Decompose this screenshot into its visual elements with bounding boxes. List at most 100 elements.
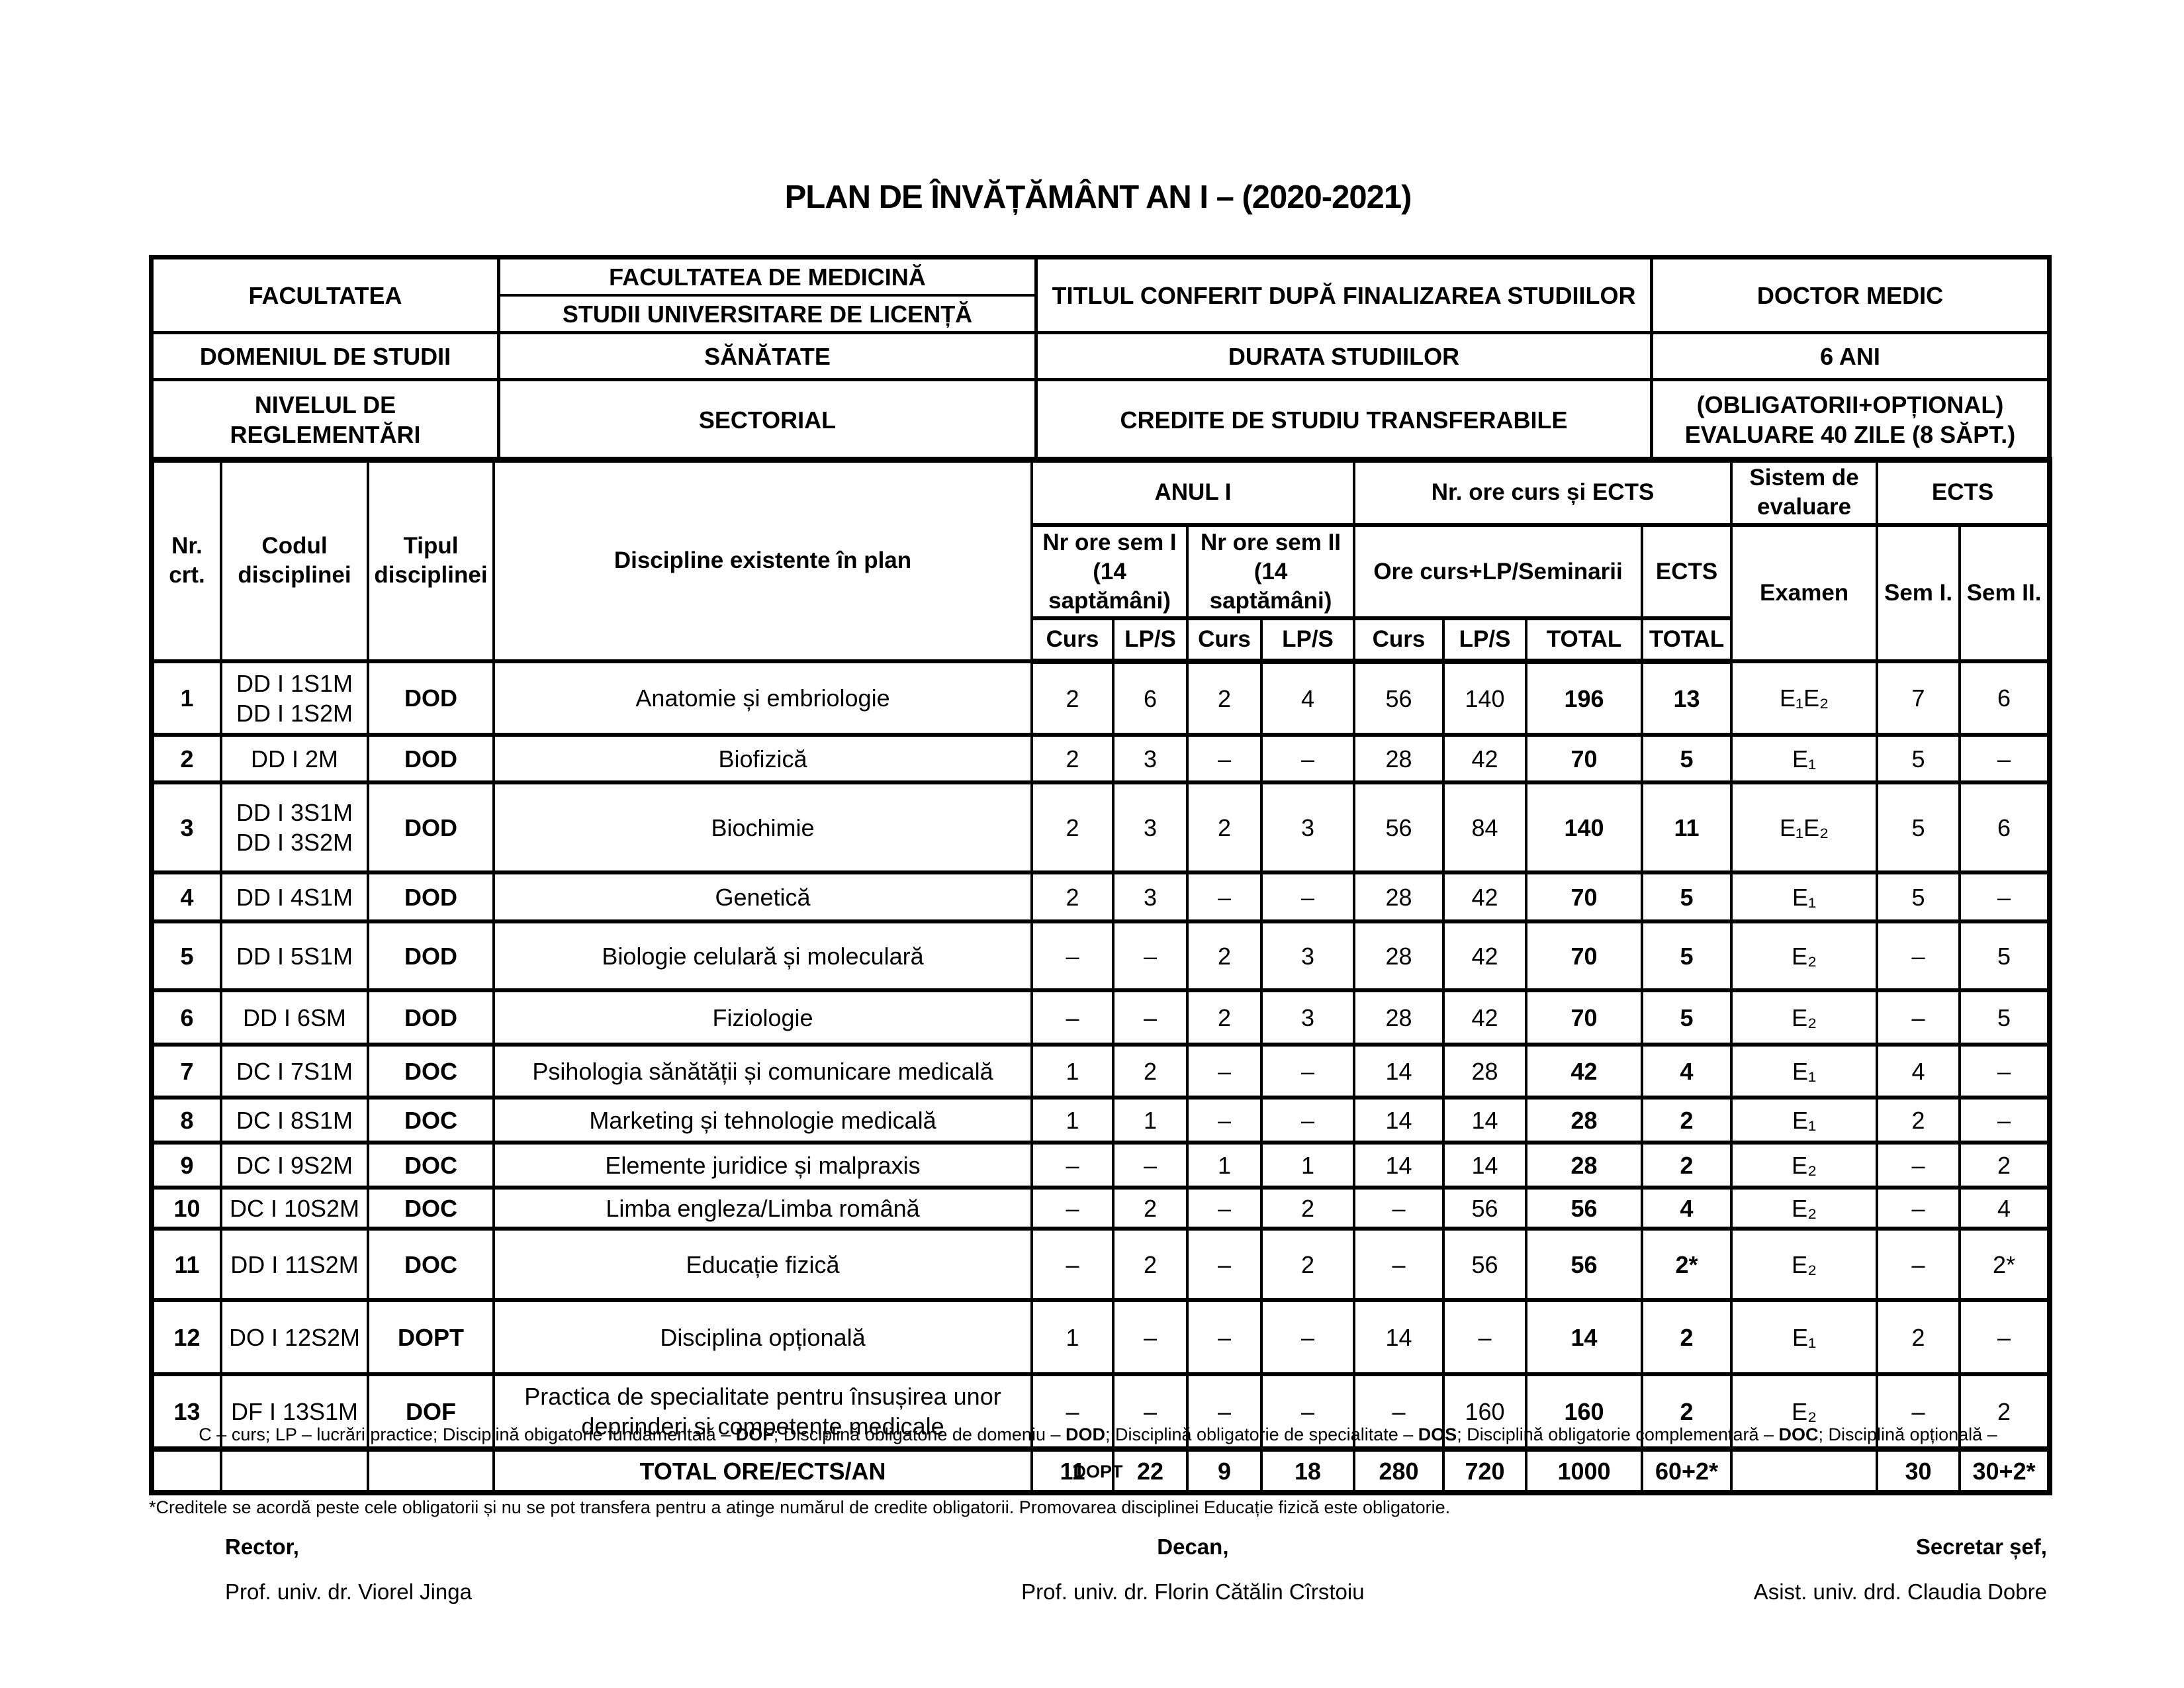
sem2-lps-hours: – (1259, 1096, 1356, 1145)
course-name: Limba engleza/Limba română (492, 1186, 1033, 1231)
ects-sem2: – (1958, 870, 2052, 924)
sem2-curs-hours: – (1186, 1096, 1263, 1145)
sem1-curs-hours: 2 (1030, 870, 1115, 924)
info-value-facultatea-top: FACULTATEA DE MEDICINĂ (500, 259, 1034, 297)
row-number: 13 (150, 1372, 222, 1452)
course-name: Elemente juridice și malpraxis (492, 1141, 1033, 1190)
total-lps-hours: 14 (1442, 1096, 1528, 1145)
header-sem1: Nr ore sem I (14 saptămâni) (1030, 522, 1189, 621)
footnote-segment: C – curs; LP – lucrări practice; Discipl… (199, 1425, 736, 1444)
course-row: 2 DD I 2M DOD Biofizică 2 3– –28 42 70 5 E₁ 5– (150, 733, 2052, 785)
total-curs-hours: 14 (1353, 1043, 1445, 1100)
course-name: Practica de specialitate pentru însușire… (492, 1372, 1033, 1452)
total-hours: 196 (1525, 659, 1644, 737)
sem1-lps-hours: 3 (1112, 780, 1189, 875)
row-number: 3 (150, 780, 222, 875)
total-curs-hours: 14 (1353, 1096, 1445, 1145)
totals-sem1-curs: 11 (1030, 1446, 1115, 1495)
ects-sem1: 2 (1876, 1096, 1962, 1145)
sem2-lps-hours: 3 (1259, 988, 1356, 1047)
sem2-curs-hours: – (1186, 1372, 1263, 1452)
sem1-curs-hours: 1 (1030, 1096, 1115, 1145)
course-name: Biofizică (492, 733, 1033, 785)
course-row: 6 DD I 6SM DOD Fiziologie – –2 3 28 42 70 5 E₂ –5 (150, 988, 2052, 1047)
total-hours: 140 (1525, 780, 1644, 875)
footnote-segment: DOF (735, 1425, 774, 1444)
course-type: DOD (367, 919, 495, 993)
sem2-curs-hours: – (1186, 1227, 1263, 1303)
exam-type: E₂ (1730, 1141, 1879, 1190)
course-name: Biochimie (492, 780, 1033, 875)
totals-ects-sem2: 30+2* (1958, 1446, 2052, 1495)
footnote-segment: DOC (1778, 1425, 1819, 1444)
course-name: Disciplina opțională (492, 1298, 1033, 1377)
course-code: DD I 1S1M DD I 1S2M (220, 659, 369, 737)
ects-total: 5 (1641, 733, 1733, 785)
sem2-lps-hours: 2 (1259, 1227, 1356, 1303)
header-course-name: Discipline existente în plan (492, 457, 1033, 664)
course-row: 5 DD I 5S1M DOD Biologie celulară și molecu… (150, 919, 2052, 993)
info-value-nivel: SECTORIAL (497, 378, 1038, 462)
ects-sem1: – (1876, 1372, 1962, 1452)
total-curs-hours: 28 (1353, 988, 1445, 1047)
sem1-lps-hours: – (1112, 1298, 1189, 1377)
header-sem1-lps: LP/S (1112, 616, 1189, 665)
row-number: 8 (150, 1096, 222, 1145)
header-group-ects: ECTS (1876, 457, 2052, 527)
totals-empty-nr (150, 1446, 222, 1495)
header-sem2-lps: LP/S (1259, 616, 1356, 665)
course-name: Psihologia sănătății și comunicare medic… (492, 1043, 1033, 1100)
sem2-lps-hours: 4 (1259, 659, 1356, 737)
info-value-facultatea: FACULTATEA DE MEDICINĂ STUDII UNIVERSITA… (497, 256, 1038, 334)
course-code: DD I 4S1M (220, 870, 369, 924)
totals-sem2-lps: 18 (1259, 1446, 1356, 1495)
ects-total: 2 (1641, 1141, 1733, 1190)
sem2-curs-hours: 1 (1186, 1141, 1263, 1190)
exam-type: E₁ (1730, 1043, 1879, 1100)
sem1-lps-hours: – (1112, 988, 1189, 1047)
total-hours: 56 (1525, 1227, 1644, 1303)
row-number: 5 (150, 919, 222, 993)
exam-type: E₂ (1730, 919, 1879, 993)
ects-sem2: 5 (1958, 919, 2052, 993)
totals-empty-type (367, 1446, 495, 1495)
total-lps-hours: 28 (1442, 1043, 1528, 1100)
sem1-lps-hours: – (1112, 1141, 1189, 1190)
total-lps-hours: 42 (1442, 988, 1528, 1047)
sem2-lps-hours: – (1259, 1298, 1356, 1377)
total-lps-hours: – (1442, 1298, 1528, 1377)
sem1-curs-hours: 1 (1030, 1043, 1115, 1100)
info-value-facultatea-bottom: STUDII UNIVERSITARE DE LICENȚĂ (562, 300, 973, 328)
footnote-credits: *Creditele se acordă peste cele obligato… (149, 1497, 1451, 1517)
header-ects: ECTS (1641, 522, 1733, 621)
total-curs-hours: 14 (1353, 1141, 1445, 1190)
sem1-curs-hours: – (1030, 1227, 1115, 1303)
total-hours: 160 (1525, 1372, 1644, 1452)
sem1-lps-hours: – (1112, 1372, 1189, 1452)
info-label-durata: DURATA STUDIILOR (1034, 331, 1653, 381)
signature-secretar: Secretar șef, Asist. univ. drd. Claudia … (1478, 1534, 2047, 1605)
sem2-lps-hours: 2 (1259, 1186, 1356, 1231)
header-ects-total: TOTAL (1641, 616, 1733, 665)
header-group-eval: Sistem de evaluare (1730, 457, 1879, 527)
sem2-curs-hours: 2 (1186, 919, 1263, 993)
ects-total: 2* (1641, 1227, 1733, 1303)
ects-total: 2 (1641, 1372, 1733, 1452)
footnote-segment: DOS (1418, 1425, 1457, 1444)
course-name: Educație fizică (492, 1227, 1033, 1303)
course-type: DOPT (367, 1298, 495, 1377)
ects-total: 4 (1641, 1043, 1733, 1100)
curriculum-header: Nr. crt. Codul disciplinei Tipul discipl… (150, 457, 2052, 665)
total-curs-hours: – (1353, 1227, 1445, 1303)
ects-sem1: 2 (1876, 1298, 1962, 1377)
total-hours: 70 (1525, 870, 1644, 924)
footnote-segment: ; Disciplină obligatorie complementară – (1457, 1425, 1779, 1444)
header-group-year: ANUL I (1030, 457, 1356, 527)
course-type: DOC (367, 1141, 495, 1190)
header-hours: Ore curs+LP/Seminarii (1353, 522, 1644, 621)
course-row: 7 DC I 7S1M DOC Psihologia sănătății și com… (150, 1043, 2052, 1100)
row-number: 11 (150, 1227, 222, 1303)
sem2-lps-hours: – (1259, 733, 1356, 785)
signature-role: Rector, (225, 1534, 299, 1559)
row-number: 7 (150, 1043, 222, 1100)
